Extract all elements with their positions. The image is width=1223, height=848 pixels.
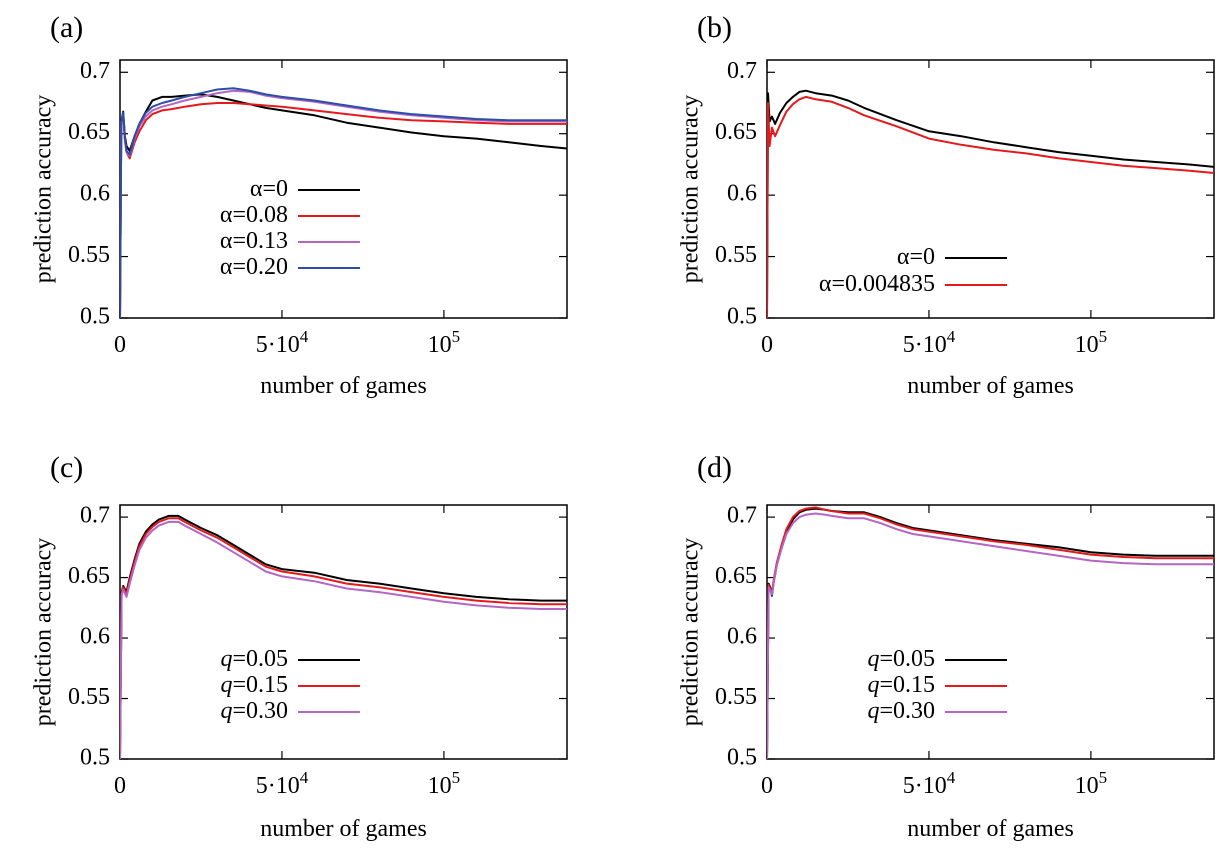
y-axis-label: prediction accuracy [678,538,704,727]
x-axis-label: number of games [907,373,1074,399]
legend-label: q=0.15 [220,672,288,698]
y-tick-label: 0.6 [80,181,110,207]
series-line-1 [120,514,567,759]
series-line-1 [120,93,567,318]
series-line-3 [767,512,1214,759]
y-tick-label: 0.7 [80,503,110,529]
y-axis-label: prediction accuracy [678,95,704,284]
legend-label: α=0.13 [220,228,288,254]
panel-label: (b) [697,11,732,44]
y-tick-label: 0.55 [715,242,757,268]
legend-label: q=0.30 [867,698,935,724]
y-tick-label: 0.7 [727,503,757,529]
legend-label: α=0 [250,176,288,202]
legend-label: α=0.004835 [819,271,935,297]
legend-label: q=0.15 [867,672,935,698]
x-axis-label: number of games [260,816,427,842]
y-tick-label: 0.5 [80,304,110,330]
legend-label: q=0.30 [220,698,288,724]
y-tick-label: 0.65 [68,119,110,145]
series-line-1 [767,89,1214,318]
series-line-2 [767,95,1214,318]
plot-frame [766,504,1215,760]
legend-label: q=0.05 [220,646,288,672]
y-tick-label: 0.6 [80,624,110,650]
x-tick-label: 0 [761,332,773,358]
y-tick-label: 0.5 [727,745,757,771]
legend-label: α=0 [897,244,935,270]
panel-label: (a) [50,11,83,44]
series-line-3 [120,520,567,759]
y-tick-label: 0.5 [80,745,110,771]
legend-label: α=0.20 [220,254,288,280]
x-tick-label: 5·104 [256,768,309,799]
x-tick-label: 5·104 [903,327,956,358]
y-tick-label: 0.55 [715,684,757,710]
x-tick-label: 0 [114,332,126,358]
x-tick-label: 0 [761,773,773,799]
x-tick-label: 0 [114,773,126,799]
x-tick-label: 105 [428,768,461,799]
x-axis-label: number of games [260,373,427,399]
x-tick-label: 105 [428,327,461,358]
y-tick-label: 0.6 [727,624,757,650]
x-tick-label: 105 [1075,327,1108,358]
legend-label: q=0.05 [867,646,935,672]
y-tick-label: 0.65 [715,119,757,145]
plot-frame [119,504,568,760]
y-tick-label: 0.6 [727,181,757,207]
series-line-4 [120,87,567,318]
series-line-3 [120,89,567,318]
y-axis-label: prediction accuracy [31,95,57,284]
x-tick-label: 5·104 [903,768,956,799]
y-tick-label: 0.55 [68,242,110,268]
y-tick-label: 0.5 [727,304,757,330]
y-tick-label: 0.7 [727,58,757,84]
y-tick-label: 0.65 [68,563,110,589]
y-axis-label: prediction accuracy [31,538,57,727]
y-tick-label: 0.7 [80,58,110,84]
y-tick-label: 0.55 [68,684,110,710]
x-tick-label: 5·104 [256,327,309,358]
panel-label: (d) [697,451,732,484]
legend-label: α=0.08 [220,202,288,228]
x-axis-label: number of games [907,816,1074,842]
series-line-2 [120,102,567,318]
x-tick-label: 105 [1075,768,1108,799]
panel-label: (c) [50,451,83,484]
series-line-2 [120,517,567,759]
y-tick-label: 0.65 [715,563,757,589]
